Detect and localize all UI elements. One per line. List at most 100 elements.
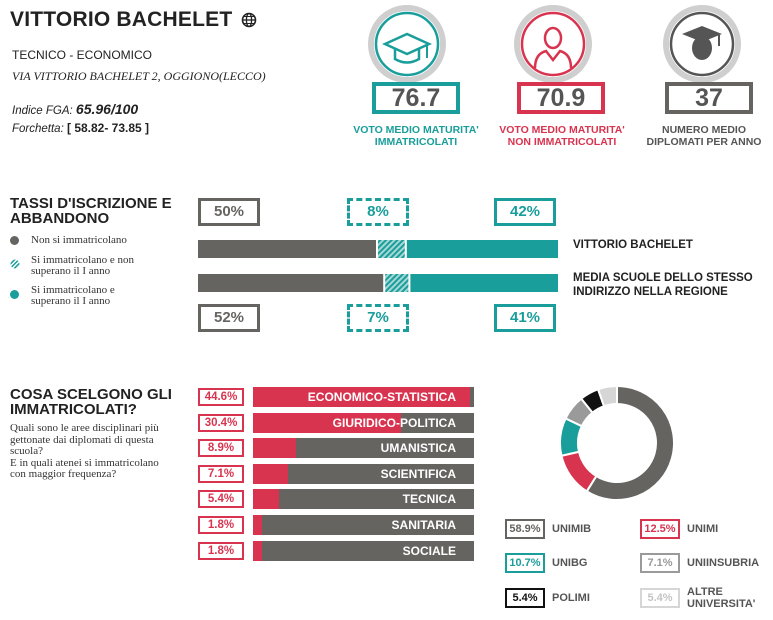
discipline-bar-fill xyxy=(253,489,280,509)
discipline-bar-fill xyxy=(253,541,262,561)
stacked-bar-segment xyxy=(198,274,384,292)
discipline-bar-fill xyxy=(253,413,401,433)
metric-value-box: 37 xyxy=(665,82,753,114)
fga-value: 65.96/100 xyxy=(75,101,139,117)
metric-value-box: 76.7 xyxy=(372,82,460,114)
school-name: VITTORIO BACHELET xyxy=(10,8,233,31)
fork-label: Forchetta: xyxy=(12,123,64,135)
legend-label-line: Si immatricolano e xyxy=(31,284,115,296)
uni-name: UNIMIB xyxy=(552,523,592,535)
discipline-pct: 8.9% xyxy=(198,439,244,457)
stacked-bar-segment xyxy=(198,240,376,258)
legend-label: Si immatricolano e superano il I anno xyxy=(31,285,115,307)
pct-dropout-school: 8% xyxy=(347,198,409,226)
discipline-label: TECNICA xyxy=(402,492,456,506)
uni-name: UNIBG xyxy=(552,557,588,569)
person-icon xyxy=(514,5,592,83)
fga-label: Indice FGA: xyxy=(12,105,73,117)
fga-index: Indice FGA: 65.96/100 xyxy=(12,101,138,117)
metric-label: VOTO MEDIO MATURITA' NON IMMATRICOLATI xyxy=(499,124,625,148)
legend-label-line: superano il I anno xyxy=(31,295,111,307)
legend-label-line: Si immatricolano e non xyxy=(31,254,134,266)
fork-value: [ 58.82- 73.85 ] xyxy=(66,121,150,135)
stacked-bar-segment xyxy=(378,240,405,258)
school-type: TECNICO - ECONOMICO xyxy=(12,48,152,62)
legend-label-line: superano il I anno xyxy=(31,265,111,277)
discipline-label: SOCIALE xyxy=(402,544,456,558)
discipline-pct: 1.8% xyxy=(198,542,244,560)
pct-dropout-region: 7% xyxy=(347,304,409,332)
metric-label: NUMERO MEDIO DIPLOMATI PER ANNO xyxy=(646,124,762,148)
fga-range: Forchetta: [ 58.82- 73.85 ] xyxy=(12,121,149,135)
discipline-bar: ECONOMICO-STATISTICA xyxy=(253,387,474,407)
discipline-bar-fill xyxy=(253,438,297,458)
stacked-bar-segment xyxy=(385,274,409,292)
donut-slice xyxy=(596,384,618,408)
pct-not-enrolled-region: 52% xyxy=(198,304,260,332)
choices-title: COSA SCELGONO GLI IMMATRICOLATI? xyxy=(10,387,172,417)
legend-dot-grey xyxy=(10,236,19,245)
uni-pct-box: 12.5% xyxy=(640,519,680,539)
legend-label: Si immatricolano e non superano il I ann… xyxy=(31,255,134,277)
discipline-bar-fill xyxy=(253,515,262,535)
graduate-avatar-icon xyxy=(663,5,741,83)
legend-label: Non si immatricolano xyxy=(31,234,127,246)
graduation-cap-icon xyxy=(368,5,446,83)
school-address: VIA VITTORIO BACHELET 2, OGGIONO(LECCO) xyxy=(12,69,266,83)
discipline-label: SANITARIA xyxy=(391,518,456,532)
bar-label-region: MEDIA SCUOLE DELLO STESSO INDIRIZZO NELL… xyxy=(573,272,753,298)
discipline-label: GIURIDICO-POLITICA xyxy=(332,416,456,430)
discipline-bar: SOCIALE xyxy=(253,541,474,561)
enrollment-stacked-bars xyxy=(198,240,558,292)
discipline-bar: UMANISTICA xyxy=(253,438,474,458)
discipline-bar-fill xyxy=(253,464,288,484)
description-line: Quali sono le aree disciplinari più xyxy=(10,422,159,434)
choices-description: Quali sono le aree disciplinari più gett… xyxy=(10,422,159,481)
discipline-bar: SANITARIA xyxy=(253,515,474,535)
choices-title-line: COSA SCELGONO GLI xyxy=(10,386,172,403)
uni-pct-box: 7.1% xyxy=(640,553,680,573)
stacked-bar-segment xyxy=(406,240,558,258)
pct-success-region: 41% xyxy=(494,304,556,332)
discipline-bar: TECNICA xyxy=(253,489,474,509)
metric-value-box: 70.9 xyxy=(517,82,605,114)
description-line: con maggior frequenza? xyxy=(10,468,117,480)
uni-pct-box: 5.4% xyxy=(505,588,545,608)
choices-title-line: IMMATRICOLATI? xyxy=(10,401,137,418)
uni-name: POLIMI xyxy=(552,592,590,604)
uni-pct-box: 58.9% xyxy=(505,519,545,539)
bar-label-school: VITTORIO BACHELET xyxy=(573,239,693,251)
metric-label: VOTO MEDIO MATURITA' IMMATRICOLATI xyxy=(353,124,479,148)
discipline-pct: 5.4% xyxy=(198,490,244,508)
description-line: gettonate dai diplomati di questa xyxy=(10,433,154,446)
uni-pct-box: 5.4% xyxy=(640,588,680,608)
uni-name: UNIMI xyxy=(687,523,719,535)
university-donut-chart xyxy=(559,384,675,501)
globe-icon[interactable] xyxy=(241,12,257,28)
discipline-pct: 1.8% xyxy=(198,516,244,534)
pct-not-enrolled-school: 50% xyxy=(198,198,260,226)
donut-slice xyxy=(560,450,598,493)
legend-dot-hatched xyxy=(10,259,20,269)
discipline-label: SCIENTIFICA xyxy=(380,467,456,481)
enrollment-title: TASSI D'ISCRIZIONE E ABBANDONO xyxy=(10,196,172,226)
description-line: E in quali atenei si immatricolano xyxy=(10,456,159,469)
discipline-bar: SCIENTIFICA xyxy=(253,464,474,484)
enrollment-title-line: TASSI D'ISCRIZIONE E xyxy=(10,195,172,212)
discipline-pct: 30.4% xyxy=(198,414,244,432)
discipline-pct: 7.1% xyxy=(198,465,244,483)
uni-name: UNIINSUBRIA xyxy=(687,557,760,569)
discipline-pct: 44.6% xyxy=(198,388,244,406)
donut-slice xyxy=(585,384,675,501)
discipline-bar-fill xyxy=(253,387,470,407)
uni-name: ALTRE UNIVERSITA' xyxy=(687,586,756,610)
discipline-label: ECONOMICO-STATISTICA xyxy=(307,390,456,404)
discipline-bar: GIURIDICO-POLITICA xyxy=(253,413,474,433)
legend-dot-teal xyxy=(10,290,19,299)
uni-pct-box: 10.7% xyxy=(505,553,545,573)
enrollment-title-line: ABBANDONO xyxy=(10,210,110,227)
description-line: scuola? xyxy=(10,445,43,457)
pct-success-school: 42% xyxy=(494,198,556,226)
stacked-bar-segment xyxy=(410,274,558,292)
discipline-label: UMANISTICA xyxy=(380,441,456,455)
